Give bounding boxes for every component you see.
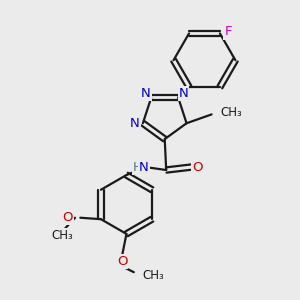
Text: O: O [193,160,203,174]
Text: N: N [130,117,140,130]
Text: O: O [62,211,73,224]
Text: N: N [178,87,188,100]
Text: F: F [224,26,232,38]
Text: N: N [141,87,151,100]
Text: CH₃: CH₃ [220,106,242,119]
Text: O: O [117,255,127,268]
Text: CH₃: CH₃ [52,229,74,242]
Text: H: H [133,160,142,174]
Text: N: N [139,160,148,174]
Text: CH₃: CH₃ [142,269,164,282]
